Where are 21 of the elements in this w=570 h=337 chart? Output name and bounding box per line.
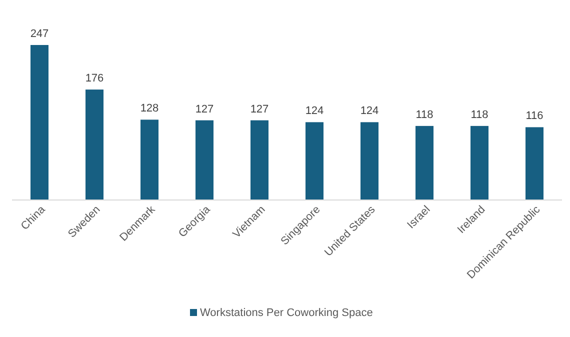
bar xyxy=(526,127,544,200)
data-label: 118 xyxy=(416,108,434,121)
bar xyxy=(306,122,324,200)
bar xyxy=(30,45,48,200)
bar xyxy=(470,126,488,200)
data-label: 128 xyxy=(140,102,159,115)
data-label: 127 xyxy=(250,103,269,116)
bar xyxy=(196,120,214,200)
bar xyxy=(360,122,378,200)
legend-label: Workstations Per Coworking Space xyxy=(200,306,373,319)
data-label: 124 xyxy=(305,105,324,118)
data-label: 247 xyxy=(30,28,49,40)
data-label: 127 xyxy=(195,103,214,116)
data-label: 176 xyxy=(85,72,104,85)
bar xyxy=(250,120,268,200)
data-label: 124 xyxy=(360,105,379,118)
bar xyxy=(140,120,158,200)
bar xyxy=(86,90,104,200)
data-label: 116 xyxy=(526,110,544,122)
data-label: 118 xyxy=(470,108,488,121)
bar xyxy=(416,126,434,200)
